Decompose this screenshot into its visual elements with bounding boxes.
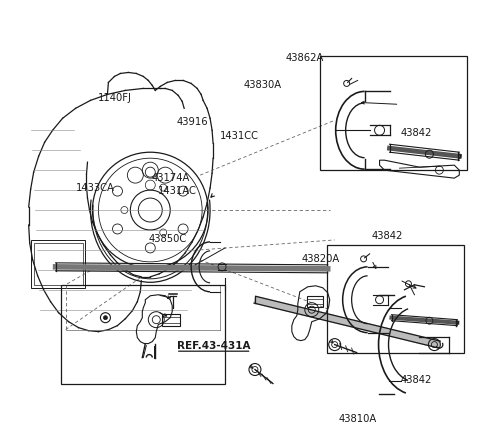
Text: 1433CA: 1433CA bbox=[76, 184, 115, 194]
Text: 1431CC: 1431CC bbox=[220, 131, 259, 141]
Text: 43842: 43842 bbox=[400, 128, 432, 138]
Text: 43916: 43916 bbox=[177, 116, 208, 126]
Bar bbox=[162, 313, 180, 326]
Text: 43850C: 43850C bbox=[148, 234, 186, 244]
Text: 1431AC: 1431AC bbox=[158, 186, 197, 196]
Bar bbox=[320, 55, 467, 170]
Bar bbox=[60, 285, 225, 385]
Text: 43842: 43842 bbox=[400, 375, 432, 385]
Text: 43810A: 43810A bbox=[338, 414, 376, 424]
Text: 43862A: 43862A bbox=[286, 53, 324, 63]
Text: 43174A: 43174A bbox=[152, 173, 190, 183]
Text: 43820A: 43820A bbox=[301, 254, 339, 264]
Text: REF.43-431A: REF.43-431A bbox=[177, 341, 251, 351]
Text: 43830A: 43830A bbox=[244, 81, 282, 90]
Text: 43842: 43842 bbox=[372, 231, 403, 241]
Bar bbox=[31, 240, 85, 288]
Text: 1140FJ: 1140FJ bbox=[98, 93, 132, 103]
Circle shape bbox=[103, 316, 108, 320]
Bar bbox=[34, 243, 83, 285]
Polygon shape bbox=[254, 296, 440, 348]
Bar bbox=[327, 245, 464, 353]
Bar bbox=[307, 296, 323, 307]
